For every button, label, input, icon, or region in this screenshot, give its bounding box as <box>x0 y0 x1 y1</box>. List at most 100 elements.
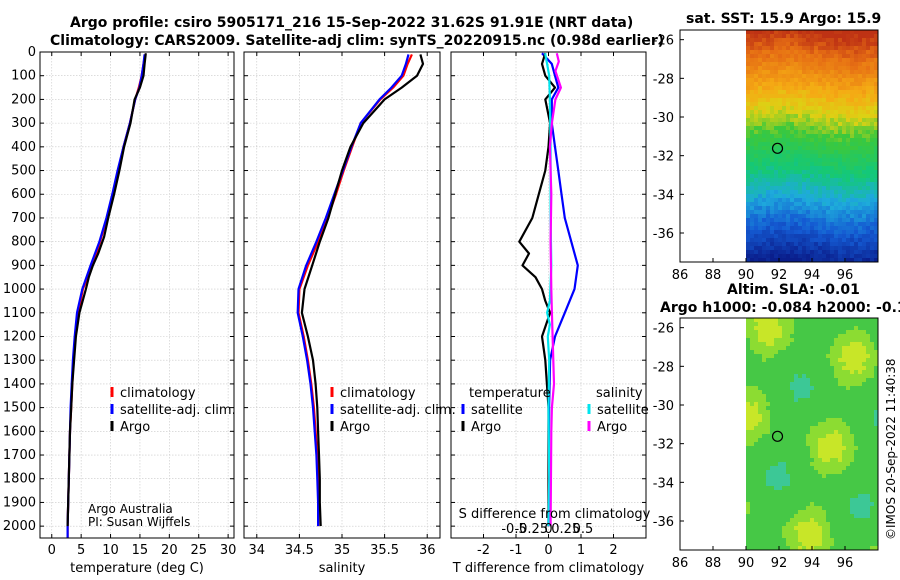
salinity-xtick-label: 34.5 <box>285 543 314 558</box>
legend-label: satellite <box>471 403 523 418</box>
sla_map-ytick-label: -34 <box>653 476 674 491</box>
sst_map-xtick-label: 88 <box>705 268 722 283</box>
credit-line2: PI: Susan Wijffels <box>88 515 191 529</box>
sla_map-ytick-label: -30 <box>653 399 674 414</box>
difference-xtick-label: 2 <box>609 543 617 558</box>
depth-tick-label: 600 <box>11 187 36 202</box>
difference-series-t-satellite <box>541 52 579 527</box>
sla_map-xtick-label: 88 <box>705 556 722 571</box>
temperature-xlabel: temperature (deg C) <box>70 561 204 576</box>
sst_map-ytick-label: -36 <box>653 227 674 242</box>
difference-xlabel: T difference from climatology <box>452 561 645 576</box>
salinity-diff-xlabel: S difference from climatology <box>459 507 651 522</box>
figure-title-line2: Climatology: CARS2009. Satellite-adj cli… <box>50 33 665 49</box>
difference-xtick-label: 1 <box>577 543 585 558</box>
sst_map-xtick-label: 94 <box>804 268 821 283</box>
sla-map-title: Altim. SLA: -0.01 <box>727 282 860 298</box>
sla_map-argo-marker <box>771 430 784 442</box>
depth-tick-label: 1500 <box>3 401 36 416</box>
depth-tick-label: 1600 <box>3 424 36 439</box>
temperature-xtick-label: 10 <box>102 543 119 558</box>
legend-label: satellite-adj. clim. <box>340 403 456 418</box>
sla_map-xtick-label: 90 <box>738 556 755 571</box>
legend-label: satellite-adj. clim. <box>120 403 236 418</box>
depth-tick-label: 300 <box>11 116 36 131</box>
temperature-series-argo <box>66 53 147 527</box>
sst_map-ytick-label: -30 <box>653 111 674 126</box>
sst_map-xtick-label: 90 <box>738 268 755 283</box>
sst_map-argo-marker <box>771 142 784 154</box>
depth-tick-label: 2000 <box>3 519 36 534</box>
legend-label: satellite <box>597 403 649 418</box>
sla_map-xtick-label: 92 <box>771 556 788 571</box>
legend-label: Argo <box>597 420 627 435</box>
salinity-xtick-label: 36 <box>419 543 436 558</box>
sla_map-xtick-label: 86 <box>672 556 689 571</box>
temperature-xtick-label: 5 <box>77 543 85 558</box>
sst_map-field <box>746 30 879 263</box>
credit-line1: Argo Australia <box>88 502 173 516</box>
salinity-diff-tick-label: -0.25 <box>514 522 548 537</box>
difference-series-s-argo <box>548 52 563 527</box>
difference-xtick-label: -1 <box>510 543 523 558</box>
difference-xtick-label: -2 <box>477 543 490 558</box>
depth-tick-label: 1100 <box>3 306 36 321</box>
depth-tick-label: 1900 <box>3 495 36 510</box>
sst_map-xtick-label: 96 <box>837 268 854 283</box>
sla_map-ytick-label: -26 <box>653 322 674 337</box>
legend-label: climatology <box>120 386 196 401</box>
depth-tick-label: 1300 <box>3 353 36 368</box>
salinity-diff-tick-label: -0.5 <box>501 522 526 537</box>
temperature-series-satellite-adj-clim- <box>66 54 146 538</box>
sst_map-ytick-label: -32 <box>653 150 674 165</box>
legend-temperature-title: temperature <box>469 386 551 401</box>
temperature-xtick-label: 20 <box>161 543 178 558</box>
depth-tick-label: 1400 <box>3 377 36 392</box>
legend-salinity-title: salinity <box>596 386 643 401</box>
legend-label: Argo <box>471 420 501 435</box>
sst_map-ytick-label: -28 <box>653 72 674 87</box>
temperature-axes-frame <box>39 51 235 539</box>
salinity-series-satellite-adj-clim- <box>296 54 410 527</box>
temperature-xtick-label: 25 <box>190 543 207 558</box>
depth-tick-label: 200 <box>11 92 36 107</box>
salinity-xtick-label: 35 <box>334 543 351 558</box>
difference-series-t-argo <box>518 52 557 527</box>
difference-xtick-label: 0 <box>544 543 552 558</box>
legend-label: climatology <box>340 386 416 401</box>
sla_map-ytick-label: -28 <box>653 360 674 375</box>
legend-label: Argo <box>120 420 150 435</box>
depth-tick-label: 1700 <box>3 448 36 463</box>
depth-tick-label: 0 <box>28 45 36 60</box>
difference-series-s-satellite <box>544 52 553 527</box>
temperature-xtick-label: 15 <box>132 543 149 558</box>
sst_map-xtick-label: 92 <box>771 268 788 283</box>
depth-tick-label: 900 <box>11 258 36 273</box>
legend-label: Argo <box>340 420 370 435</box>
sla_map-ytick-label: -36 <box>653 515 674 530</box>
depth-tick-label: 1800 <box>3 472 36 487</box>
figure-title-line1: Argo profile: csiro 5905171_216 15-Sep-2… <box>70 15 634 31</box>
salinity-diff-tick-label: 0.25 <box>551 522 580 537</box>
depth-tick-label: 800 <box>11 235 36 250</box>
temperature-xtick-label: 0 <box>48 543 56 558</box>
sst_map-ytick-label: -26 <box>653 34 674 49</box>
salinity-xlabel: salinity <box>319 561 366 576</box>
imos-timestamp: ©IMOS 20-Sep-2022 11:40:38 <box>884 358 898 540</box>
sst-map-title: sat. SST: 15.9 Argo: 15.9 <box>686 11 882 27</box>
temperature-series-climatology <box>66 54 147 538</box>
depth-tick-label: 1000 <box>3 282 36 297</box>
sla_map-field <box>746 318 879 551</box>
sla_map-xtick-label: 94 <box>804 556 821 571</box>
depth-tick-label: 400 <box>11 140 36 155</box>
salinity-xtick-label: 35.5 <box>370 543 399 558</box>
depth-tick-label: 1200 <box>3 329 36 344</box>
sla_map-xtick-label: 96 <box>837 556 854 571</box>
sla_map-ytick-label: -32 <box>653 438 674 453</box>
depth-tick-label: 700 <box>11 211 36 226</box>
sst_map-xtick-label: 86 <box>672 268 689 283</box>
salinity-series-argo <box>300 54 425 527</box>
salinity-diff-tick-label: 0.5 <box>573 522 594 537</box>
salinity-diff-tick-label: 0 <box>544 522 552 537</box>
